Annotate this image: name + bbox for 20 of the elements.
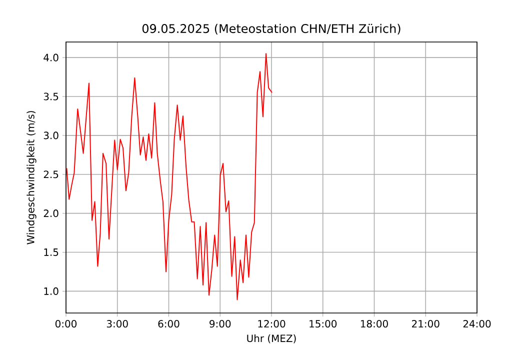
x-tick-label: 24:00 xyxy=(463,320,491,328)
y-tick-label: 3.0 xyxy=(44,132,58,140)
y-tick-label: 2.0 xyxy=(44,210,58,218)
y-tick-label: 3.5 xyxy=(44,92,58,100)
x-tick-label: 6:00 xyxy=(158,320,180,328)
y-tick-label: 1.0 xyxy=(44,287,58,295)
x-tick-label: 15:00 xyxy=(310,320,337,328)
y-tick-label: 1.5 xyxy=(44,248,58,256)
y-tick-label: 4.0 xyxy=(44,54,58,62)
x-axis-title: Uhr (MEZ) xyxy=(247,334,296,344)
y-axis-title: Windgeschwindigkeit (m/s) xyxy=(26,111,36,244)
chart-title: 09.05.2025 (Meteostation CHN/ETH Zürich) xyxy=(142,24,400,34)
x-tick-label: 0:00 xyxy=(55,320,77,328)
x-tick-label: 9:00 xyxy=(210,320,231,328)
x-tick-label: 21:00 xyxy=(412,320,440,328)
x-tick-label: 12:00 xyxy=(258,320,286,328)
x-tick-label: 3:00 xyxy=(106,320,128,328)
x-tick-label: 18:00 xyxy=(360,320,388,328)
line-series xyxy=(66,53,273,300)
y-tick-label: 2.5 xyxy=(44,170,58,178)
